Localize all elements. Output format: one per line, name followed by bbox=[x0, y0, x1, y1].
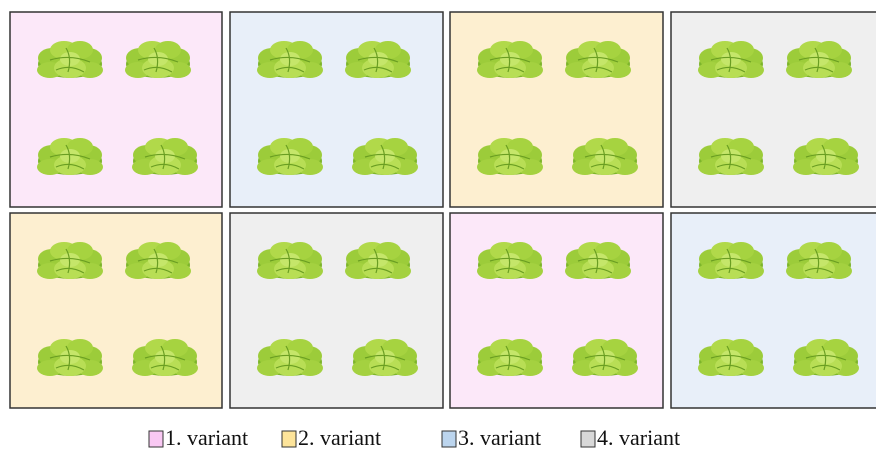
plot bbox=[230, 12, 443, 207]
plot-area bbox=[230, 213, 443, 408]
plot-area bbox=[450, 213, 663, 408]
legend-swatch bbox=[282, 431, 296, 447]
plots bbox=[10, 12, 876, 408]
legend-label: 3. variant bbox=[458, 425, 541, 450]
legend-label: 4. variant bbox=[597, 425, 680, 450]
legend-label: 2. variant bbox=[298, 425, 381, 450]
legend-swatch bbox=[581, 431, 595, 447]
plot bbox=[450, 12, 663, 207]
plot bbox=[10, 213, 222, 408]
plot bbox=[671, 213, 876, 408]
plot-area bbox=[10, 213, 222, 408]
plot-area bbox=[450, 12, 663, 207]
legend: 1. variant 2. variant 3. variant 4. variant bbox=[149, 425, 680, 450]
legend-swatch bbox=[149, 431, 163, 447]
legend-label: 1. variant bbox=[165, 425, 248, 450]
plot-area bbox=[671, 213, 876, 408]
legend-swatch bbox=[442, 431, 456, 447]
plot bbox=[450, 213, 663, 408]
plot bbox=[10, 12, 222, 207]
plot bbox=[671, 12, 876, 207]
plot-area bbox=[230, 12, 443, 207]
plot bbox=[230, 213, 443, 408]
plot-area bbox=[10, 12, 222, 207]
plot-area bbox=[671, 12, 876, 207]
field-diagram: 1. variant 2. variant 3. variant 4. variant bbox=[0, 0, 876, 452]
